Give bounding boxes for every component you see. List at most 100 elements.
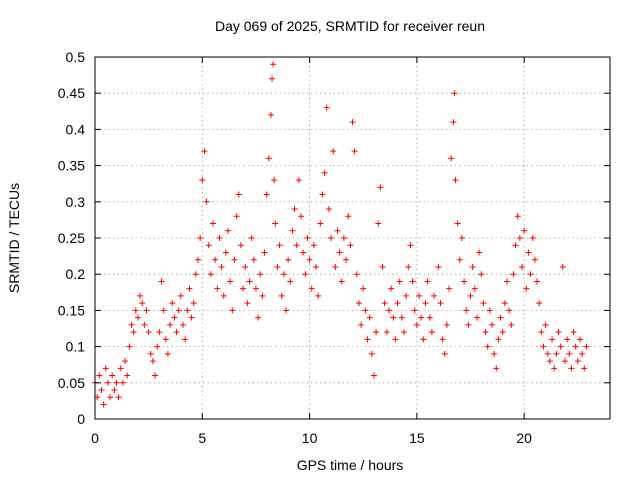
x-axis-label: GPS time / hours xyxy=(297,457,404,473)
data-point xyxy=(540,343,547,350)
data-point xyxy=(443,321,450,328)
data-point xyxy=(405,263,412,270)
data-point xyxy=(128,321,135,328)
data-point xyxy=(401,329,407,336)
data-point xyxy=(257,271,264,278)
y-tick-label: 0.1 xyxy=(66,339,86,355)
data-point xyxy=(272,220,279,227)
data-point xyxy=(304,235,311,241)
data-point xyxy=(205,242,212,249)
data-point xyxy=(134,314,141,321)
data-point xyxy=(570,329,577,336)
data-point xyxy=(274,263,281,270)
data-point xyxy=(407,242,414,249)
data-point xyxy=(233,213,240,220)
data-point xyxy=(143,307,150,314)
data-point xyxy=(334,227,341,234)
data-point xyxy=(463,307,470,314)
data-point xyxy=(488,321,495,328)
x-tick-label: 10 xyxy=(302,430,318,446)
data-point xyxy=(287,278,294,285)
data-point xyxy=(431,292,438,299)
data-point xyxy=(306,256,313,263)
data-point xyxy=(555,329,562,336)
data-point xyxy=(461,278,468,285)
data-point xyxy=(486,307,493,314)
data-point xyxy=(495,336,502,343)
data-point xyxy=(111,387,118,394)
data-point xyxy=(471,285,478,292)
data-point xyxy=(119,379,126,386)
data-point xyxy=(396,278,403,285)
data-point xyxy=(456,256,463,263)
data-point xyxy=(141,321,148,328)
data-point xyxy=(516,235,523,241)
data-point xyxy=(231,256,238,263)
data-point xyxy=(480,300,487,307)
data-point xyxy=(501,300,508,307)
data-point xyxy=(349,119,356,126)
data-point xyxy=(182,336,189,343)
data-point xyxy=(377,184,384,191)
data-point xyxy=(426,314,433,321)
data-point xyxy=(289,227,296,234)
data-point xyxy=(104,379,111,386)
data-point xyxy=(321,169,328,176)
data-point xyxy=(173,329,180,336)
data-point xyxy=(469,263,476,270)
data-point xyxy=(420,336,427,343)
data-point xyxy=(473,314,480,321)
data-point xyxy=(435,263,442,270)
data-point xyxy=(355,300,362,307)
data-point xyxy=(544,350,551,357)
data-point xyxy=(428,329,435,336)
data-point xyxy=(476,249,483,256)
data-point xyxy=(100,401,107,408)
data-point xyxy=(523,285,530,292)
data-point xyxy=(285,256,292,263)
data-point xyxy=(467,292,474,299)
data-point xyxy=(534,278,541,285)
x-tick-labels: 0 5 10 15 20 xyxy=(91,430,532,446)
data-point xyxy=(531,256,538,263)
data-point xyxy=(351,148,358,155)
data-point xyxy=(98,387,105,394)
data-point xyxy=(96,372,103,379)
data-point xyxy=(370,372,377,379)
y-tick-label: 0.5 xyxy=(66,49,86,65)
data-point xyxy=(267,111,274,118)
data-point xyxy=(184,307,191,314)
data-point xyxy=(446,285,453,292)
data-point xyxy=(164,350,171,357)
data-point xyxy=(293,242,300,249)
data-point xyxy=(147,350,154,357)
data-point xyxy=(295,177,302,184)
data-point xyxy=(152,372,159,379)
data-point xyxy=(392,336,399,343)
data-point xyxy=(583,343,590,350)
data-point xyxy=(514,213,521,220)
data-point xyxy=(137,292,144,299)
data-point xyxy=(484,343,491,350)
y-axis-label: SRMTID / TECUs xyxy=(6,183,22,293)
data-point xyxy=(212,256,219,263)
data-point xyxy=(325,206,332,213)
y-tick-label: 0.35 xyxy=(58,158,85,174)
data-point xyxy=(394,300,401,307)
data-point xyxy=(332,263,339,270)
data-point xyxy=(381,300,388,307)
data-point xyxy=(441,350,448,357)
data-point xyxy=(422,300,429,307)
data-point xyxy=(521,227,528,234)
data-point xyxy=(527,271,534,278)
data-point xyxy=(579,350,586,357)
data-point xyxy=(506,307,513,314)
data-point xyxy=(107,394,114,401)
data-point xyxy=(149,358,156,365)
data-point xyxy=(308,285,315,292)
data-point xyxy=(263,191,270,198)
data-point xyxy=(508,321,515,328)
data-point xyxy=(227,278,234,285)
data-point xyxy=(235,191,242,198)
